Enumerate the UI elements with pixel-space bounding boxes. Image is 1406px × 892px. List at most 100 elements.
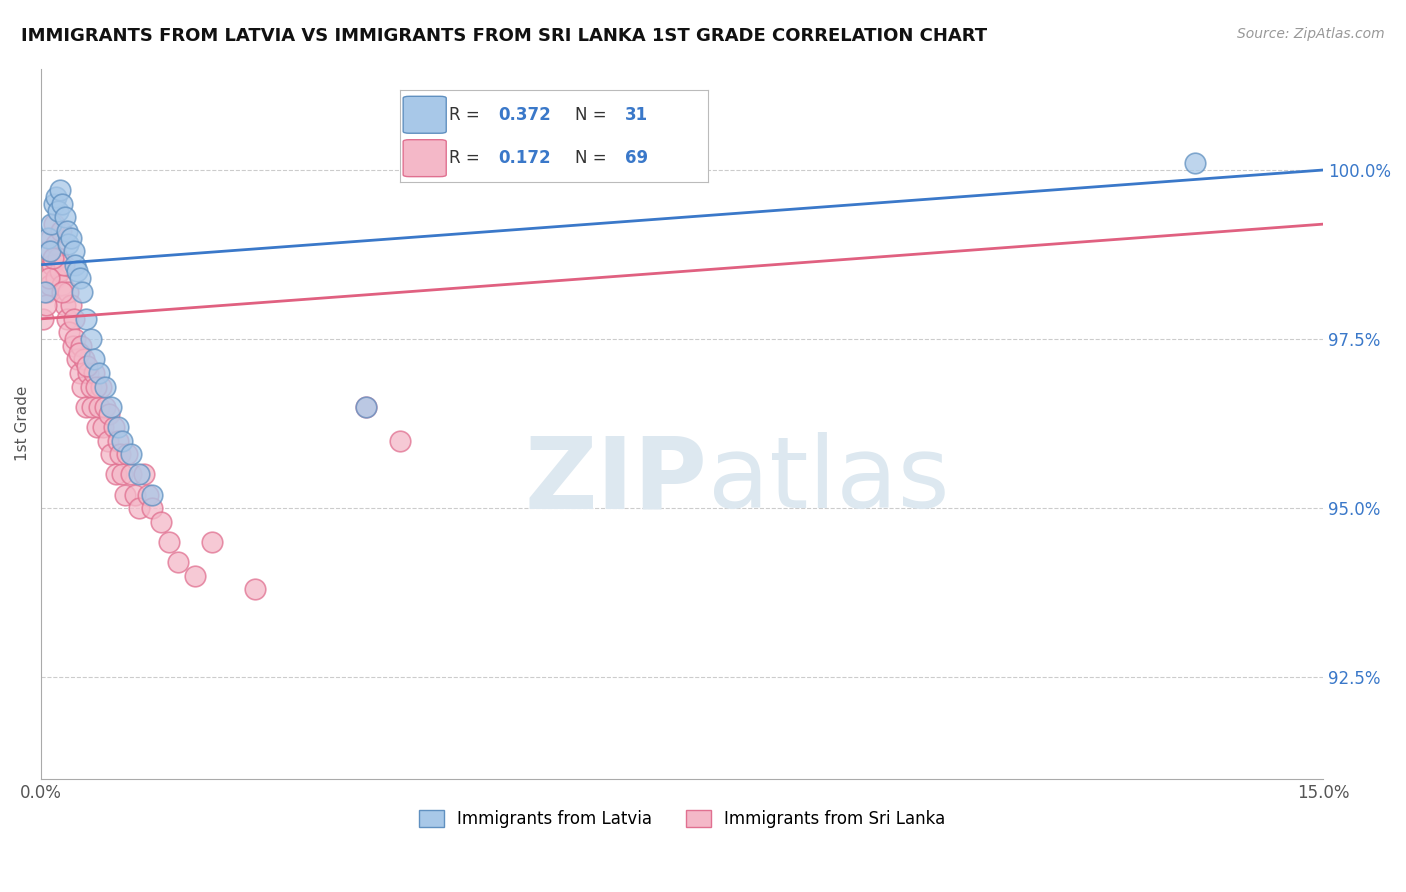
Point bbox=[73, 352, 96, 367]
Point bbox=[45, 271, 67, 285]
Text: IMMIGRANTS FROM LATVIA VS IMMIGRANTS FROM SRI LANKA 1ST GRADE CORRELATION CHART: IMMIGRANTS FROM LATVIA VS IMMIGRANTS FRO… bbox=[21, 27, 987, 45]
Point bbox=[86, 420, 108, 434]
Point bbox=[79, 332, 101, 346]
Point bbox=[114, 488, 136, 502]
Point bbox=[42, 197, 65, 211]
Point bbox=[37, 230, 59, 244]
Point bbox=[55, 224, 77, 238]
Point bbox=[31, 311, 53, 326]
Point bbox=[107, 434, 129, 448]
Text: atlas: atlas bbox=[707, 432, 949, 529]
Point bbox=[66, 352, 89, 367]
Point bbox=[65, 258, 87, 272]
Point bbox=[83, 352, 105, 367]
Point bbox=[70, 285, 93, 299]
Point bbox=[65, 332, 87, 346]
Point bbox=[100, 447, 122, 461]
Point bbox=[60, 230, 83, 244]
Point bbox=[49, 183, 72, 197]
Point bbox=[77, 366, 100, 380]
Point bbox=[62, 244, 84, 259]
Point bbox=[128, 467, 150, 482]
Point bbox=[41, 217, 63, 231]
Point bbox=[38, 278, 60, 293]
Point bbox=[42, 251, 65, 265]
Point bbox=[98, 407, 121, 421]
Point bbox=[89, 400, 111, 414]
Point bbox=[83, 366, 105, 380]
Point bbox=[60, 298, 83, 312]
Point bbox=[184, 569, 207, 583]
Point bbox=[55, 311, 77, 326]
Point bbox=[37, 244, 59, 259]
Point bbox=[45, 190, 67, 204]
Point bbox=[35, 298, 58, 312]
Point bbox=[58, 326, 80, 340]
Point bbox=[111, 467, 134, 482]
Point bbox=[91, 420, 114, 434]
Point bbox=[89, 366, 111, 380]
Point bbox=[115, 447, 138, 461]
Point bbox=[100, 400, 122, 414]
Point bbox=[66, 264, 89, 278]
Point bbox=[75, 311, 97, 326]
Point bbox=[103, 420, 125, 434]
Point bbox=[58, 237, 80, 252]
Point bbox=[82, 400, 104, 414]
Point bbox=[76, 359, 98, 374]
Point bbox=[49, 224, 72, 238]
Point bbox=[51, 197, 73, 211]
Point bbox=[111, 434, 134, 448]
Point bbox=[46, 203, 69, 218]
Point bbox=[243, 582, 266, 597]
Point bbox=[62, 311, 84, 326]
Point bbox=[70, 339, 93, 353]
Point bbox=[136, 488, 159, 502]
Point bbox=[34, 264, 56, 278]
Point bbox=[70, 379, 93, 393]
Legend: Immigrants from Latvia, Immigrants from Sri Lanka: Immigrants from Latvia, Immigrants from … bbox=[412, 803, 952, 835]
Point bbox=[42, 217, 65, 231]
Point bbox=[34, 285, 56, 299]
Y-axis label: 1st Grade: 1st Grade bbox=[15, 386, 30, 461]
Point bbox=[157, 535, 180, 549]
Point bbox=[1184, 156, 1206, 170]
Point bbox=[41, 258, 63, 272]
Point bbox=[97, 434, 120, 448]
Point bbox=[354, 400, 377, 414]
Point bbox=[51, 278, 73, 293]
Point bbox=[167, 556, 190, 570]
Point bbox=[94, 400, 117, 414]
Point bbox=[354, 400, 377, 414]
Point bbox=[90, 379, 112, 393]
Point bbox=[53, 211, 76, 225]
Point bbox=[35, 285, 58, 299]
Point bbox=[53, 298, 76, 312]
Point bbox=[107, 420, 129, 434]
Point bbox=[124, 488, 146, 502]
Point bbox=[49, 264, 72, 278]
Point bbox=[128, 501, 150, 516]
Point bbox=[46, 251, 69, 265]
Point bbox=[149, 515, 172, 529]
Text: ZIP: ZIP bbox=[524, 432, 707, 529]
Point bbox=[120, 467, 142, 482]
Point bbox=[41, 230, 63, 244]
Point bbox=[62, 339, 84, 353]
Point bbox=[69, 366, 91, 380]
Point bbox=[38, 244, 60, 259]
Point bbox=[67, 345, 90, 359]
Point bbox=[94, 379, 117, 393]
Point bbox=[201, 535, 224, 549]
Point bbox=[108, 447, 131, 461]
Text: Source: ZipAtlas.com: Source: ZipAtlas.com bbox=[1237, 27, 1385, 41]
Point bbox=[75, 400, 97, 414]
Point bbox=[141, 501, 163, 516]
Point bbox=[120, 447, 142, 461]
Point bbox=[84, 379, 107, 393]
Point bbox=[38, 271, 60, 285]
Point bbox=[58, 285, 80, 299]
Point bbox=[79, 379, 101, 393]
Point bbox=[45, 237, 67, 252]
Point bbox=[51, 285, 73, 299]
